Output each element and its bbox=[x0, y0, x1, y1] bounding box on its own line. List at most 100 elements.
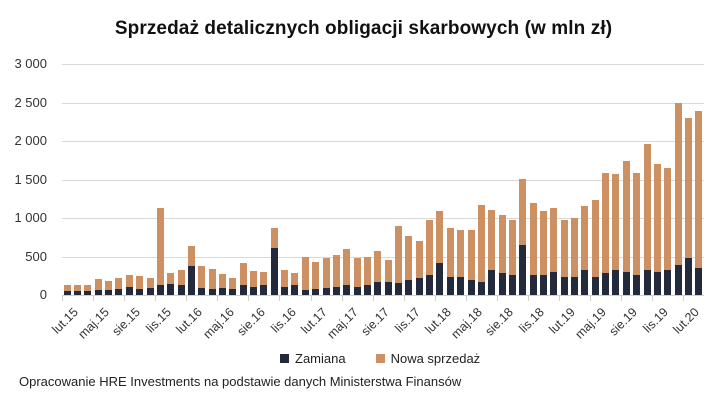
x-axis-line bbox=[62, 295, 704, 296]
y-tick-label: 3 000 bbox=[14, 56, 47, 71]
bar-segment-new bbox=[684, 118, 692, 259]
bar-segment-swap bbox=[208, 289, 216, 295]
bar-mar.16 bbox=[198, 266, 206, 295]
bar-mar.20 bbox=[695, 111, 703, 295]
bar-segment-new bbox=[136, 276, 144, 290]
bar-segment-swap bbox=[622, 272, 630, 295]
bar-segment-swap bbox=[633, 275, 641, 295]
y-tick-label: 2 500 bbox=[14, 95, 47, 110]
bar-segment-swap bbox=[581, 269, 589, 295]
bar-segment-new bbox=[581, 206, 589, 270]
bar-wrz.18 bbox=[508, 219, 516, 295]
bar-segment-new bbox=[633, 173, 641, 276]
bar-lis.17 bbox=[405, 236, 413, 295]
bar-segment-new bbox=[312, 262, 320, 290]
bar-segment-new bbox=[664, 168, 672, 271]
bar-segment-swap bbox=[198, 288, 206, 295]
chart-title: Sprzedaż detalicznych obligacji skarbowy… bbox=[114, 18, 613, 39]
bar-segment-new bbox=[291, 273, 299, 286]
bar-lip.16 bbox=[239, 263, 247, 295]
bar-segment-swap bbox=[591, 277, 599, 295]
bar-segment-swap bbox=[664, 270, 672, 295]
y-tick-label: 500 bbox=[25, 249, 47, 264]
x-tick-mark bbox=[279, 296, 280, 301]
bar-segment-new bbox=[529, 203, 537, 276]
bar-segment-swap bbox=[508, 275, 516, 295]
bar-segment-new bbox=[550, 208, 558, 273]
bar-segment-new bbox=[498, 214, 506, 274]
bar-lis.18 bbox=[529, 203, 537, 295]
bar-segment-new bbox=[270, 228, 278, 249]
bar-segment-swap bbox=[332, 286, 340, 295]
bar-kwi.15 bbox=[84, 285, 92, 295]
bar-segment-new bbox=[653, 164, 661, 273]
bar-segment-new bbox=[239, 263, 247, 286]
chart-legend: Zamiana Nowa sprzedaż bbox=[280, 351, 480, 366]
bar-mar.17 bbox=[322, 258, 330, 295]
bar-lis.19 bbox=[653, 164, 661, 295]
bar-kwi.17 bbox=[332, 255, 340, 295]
bar-lut.19 bbox=[560, 219, 568, 295]
bar-segment-new bbox=[208, 269, 216, 290]
bar-gru.19 bbox=[664, 168, 672, 295]
bar-segment-swap bbox=[115, 289, 123, 295]
bar-segment-new bbox=[488, 210, 496, 270]
bar-kwi.19 bbox=[581, 206, 589, 295]
bar-segment-swap bbox=[550, 272, 558, 295]
bar-segment-new bbox=[643, 143, 651, 271]
x-tick-mark bbox=[93, 296, 94, 301]
bar-kwi.18 bbox=[457, 230, 465, 295]
bar-sty.19 bbox=[550, 208, 558, 295]
bar-segment-swap bbox=[415, 278, 423, 295]
bar-segment-swap bbox=[260, 285, 268, 295]
x-tick-mark bbox=[373, 296, 374, 301]
bar-maj.16 bbox=[219, 274, 226, 295]
x-tick-mark bbox=[683, 296, 684, 301]
bar-segment-swap bbox=[529, 275, 537, 295]
bar-lis.16 bbox=[281, 270, 289, 295]
bar-wrz.19 bbox=[633, 173, 641, 295]
gridline bbox=[62, 141, 704, 142]
bar-segment-new bbox=[446, 228, 454, 278]
bar-segment-swap bbox=[612, 270, 620, 295]
bar-segment-new bbox=[571, 217, 579, 277]
bar-segment-new bbox=[281, 270, 289, 288]
bar-segment-swap bbox=[353, 286, 361, 295]
x-tick-mark bbox=[124, 296, 125, 301]
bar-lip.17 bbox=[363, 257, 371, 295]
bar-segment-new bbox=[322, 258, 330, 289]
bar-gru.16 bbox=[291, 273, 299, 295]
x-tick-mark bbox=[497, 296, 498, 301]
x-tick-mark bbox=[435, 296, 436, 301]
bar-segment-new bbox=[167, 273, 175, 285]
gridline bbox=[62, 64, 704, 65]
bar-segment-new bbox=[229, 278, 237, 290]
bar-segment-swap bbox=[187, 266, 195, 295]
bar-segment-swap bbox=[136, 289, 144, 295]
bar-segment-new bbox=[219, 274, 226, 289]
legend-label-new: Nowa sprzedaż bbox=[390, 351, 481, 366]
bar-segment-swap bbox=[405, 280, 413, 295]
bar-segment-swap bbox=[674, 265, 682, 295]
bar-segment-new bbox=[519, 178, 527, 246]
gridline bbox=[62, 180, 704, 181]
bar-segment-new bbox=[457, 230, 465, 278]
y-tick-label: 2 000 bbox=[14, 133, 47, 148]
bar-segment-swap bbox=[560, 276, 568, 295]
bar-segment-new bbox=[260, 272, 268, 286]
y-tick-label: 1 500 bbox=[14, 172, 47, 187]
gridline bbox=[62, 103, 704, 104]
bar-segment-swap bbox=[219, 288, 226, 295]
bar-cze.19 bbox=[602, 173, 610, 295]
bar-segment-new bbox=[198, 266, 206, 289]
bar-segment-new bbox=[695, 111, 703, 269]
bar-segment-swap bbox=[467, 280, 475, 295]
bar-mar.18 bbox=[446, 228, 454, 295]
bar-segment-new bbox=[436, 211, 444, 264]
bar-segment-new bbox=[477, 204, 485, 282]
bar-cze.16 bbox=[229, 278, 237, 295]
bar-maj.19 bbox=[591, 199, 599, 295]
bar-segment-swap bbox=[384, 282, 392, 295]
bar-segment-swap bbox=[250, 286, 258, 295]
